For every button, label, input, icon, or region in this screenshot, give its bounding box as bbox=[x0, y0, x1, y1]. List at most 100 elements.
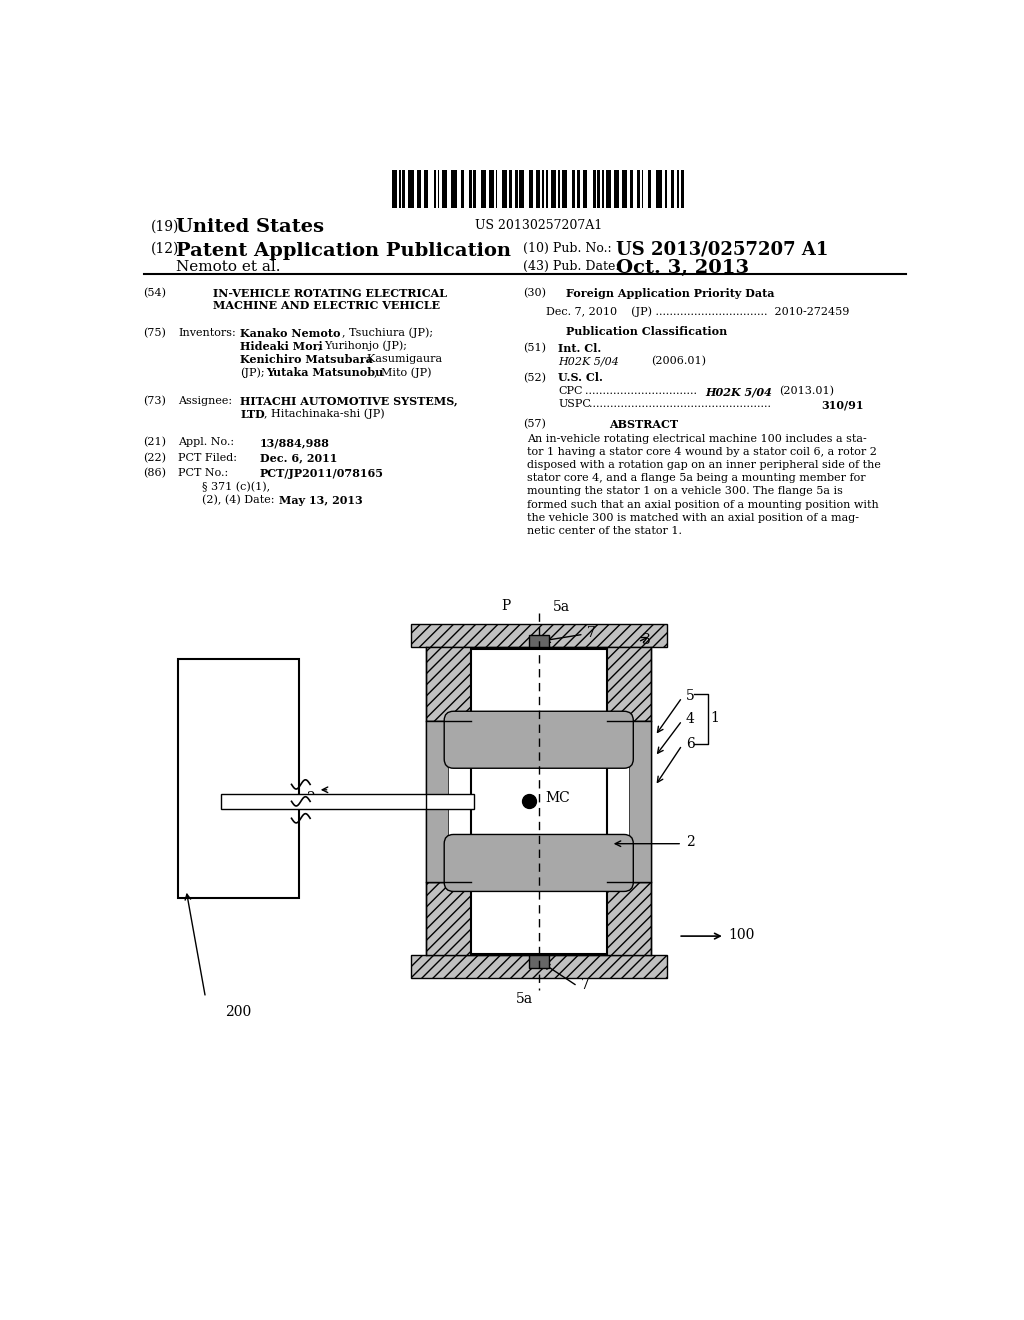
Bar bbox=[408, 170, 414, 209]
Bar bbox=[391, 170, 397, 209]
Text: (12): (12) bbox=[152, 242, 179, 256]
Text: P: P bbox=[502, 599, 511, 614]
Bar bbox=[402, 170, 406, 209]
Text: , Mito (JP): , Mito (JP) bbox=[375, 367, 432, 378]
Text: , Tsuchiura (JP);: , Tsuchiura (JP); bbox=[342, 327, 433, 338]
Bar bbox=[648, 170, 650, 209]
Bar bbox=[480, 170, 486, 209]
Bar bbox=[426, 721, 449, 882]
Text: H02K 5/04: H02K 5/04 bbox=[558, 356, 618, 366]
Text: 4: 4 bbox=[686, 711, 695, 726]
Text: Assignee:: Assignee: bbox=[178, 396, 232, 405]
Text: HITACHI AUTOMOTIVE SYSTEMS,: HITACHI AUTOMOTIVE SYSTEMS, bbox=[241, 396, 458, 407]
Text: (52): (52) bbox=[523, 372, 546, 383]
Bar bbox=[434, 170, 436, 209]
Bar bbox=[642, 170, 643, 209]
Text: USPC: USPC bbox=[558, 400, 591, 409]
Text: 1: 1 bbox=[711, 711, 720, 725]
Bar bbox=[437, 170, 439, 209]
Bar bbox=[671, 170, 674, 209]
Bar bbox=[602, 170, 603, 209]
Text: US 20130257207A1: US 20130257207A1 bbox=[475, 219, 602, 232]
Text: Hideaki Mori: Hideaki Mori bbox=[241, 341, 324, 352]
Text: Int. Cl.: Int. Cl. bbox=[558, 343, 601, 354]
Text: (19): (19) bbox=[152, 220, 179, 234]
Text: Kanako Nemoto: Kanako Nemoto bbox=[241, 327, 341, 339]
Bar bbox=[593, 170, 596, 209]
Text: Nemoto et al.: Nemoto et al. bbox=[176, 260, 281, 275]
Text: PCT/JP2011/078165: PCT/JP2011/078165 bbox=[260, 469, 384, 479]
Text: PCT Filed:: PCT Filed: bbox=[178, 453, 238, 462]
Text: Oct. 3, 2013: Oct. 3, 2013 bbox=[616, 259, 750, 276]
Text: ABSTRACT: ABSTRACT bbox=[609, 418, 678, 430]
Text: 5a: 5a bbox=[553, 601, 569, 614]
Text: , Hitachinaka-shi (JP): , Hitachinaka-shi (JP) bbox=[263, 409, 384, 420]
Text: disposed with a rotation gap on an inner peripheral side of the: disposed with a rotation gap on an inner… bbox=[527, 461, 881, 470]
Bar bbox=[528, 170, 534, 209]
Bar bbox=[426, 647, 651, 721]
Bar bbox=[546, 170, 549, 209]
Bar bbox=[656, 170, 663, 209]
Bar bbox=[452, 170, 457, 209]
Bar bbox=[681, 170, 684, 209]
Text: Dec. 7, 2010    (JP) ................................  2010-272459: Dec. 7, 2010 (JP) ......................… bbox=[547, 306, 850, 317]
FancyBboxPatch shape bbox=[444, 834, 633, 891]
Bar bbox=[536, 170, 541, 209]
Text: (2), (4) Date:: (2), (4) Date: bbox=[202, 495, 274, 506]
Text: MC: MC bbox=[545, 791, 569, 804]
Bar bbox=[462, 170, 464, 209]
Bar bbox=[515, 170, 518, 209]
Text: 200: 200 bbox=[225, 1006, 251, 1019]
Bar bbox=[557, 170, 560, 209]
Bar bbox=[542, 170, 544, 209]
Text: 7: 7 bbox=[581, 978, 590, 991]
Bar bbox=[417, 170, 421, 209]
Text: (86): (86) bbox=[143, 469, 167, 478]
Bar bbox=[489, 170, 494, 209]
Bar bbox=[665, 170, 667, 209]
Text: formed such that an axial position of a mounting position with: formed such that an axial position of a … bbox=[527, 499, 879, 510]
Text: (30): (30) bbox=[523, 288, 546, 298]
Bar bbox=[471, 649, 607, 954]
Text: Publication Classification: Publication Classification bbox=[566, 326, 727, 338]
Text: (22): (22) bbox=[143, 453, 167, 463]
Text: mounting the stator 1 on a vehicle 300. The flange 5a is: mounting the stator 1 on a vehicle 300. … bbox=[527, 487, 843, 496]
Bar bbox=[577, 170, 580, 209]
Text: stator core 4, and a flange 5a being a mounting member for: stator core 4, and a flange 5a being a m… bbox=[527, 474, 865, 483]
Bar bbox=[442, 170, 446, 209]
Bar bbox=[502, 170, 508, 209]
Text: (JP);: (JP); bbox=[241, 367, 265, 378]
Text: Foreign Application Priority Data: Foreign Application Priority Data bbox=[566, 288, 774, 298]
Text: PCT No.:: PCT No.: bbox=[178, 469, 228, 478]
Text: 2a: 2a bbox=[306, 791, 324, 804]
Bar bbox=[572, 170, 575, 209]
Text: Dec. 6, 2011: Dec. 6, 2011 bbox=[260, 453, 337, 463]
Bar bbox=[677, 170, 679, 209]
Bar bbox=[496, 170, 498, 209]
Bar bbox=[424, 170, 428, 209]
Bar bbox=[528, 635, 549, 647]
Text: (51): (51) bbox=[523, 343, 546, 354]
Bar bbox=[562, 170, 566, 209]
Text: (2013.01): (2013.01) bbox=[779, 387, 834, 396]
Text: , Kasumigaura: , Kasumigaura bbox=[360, 354, 442, 364]
Bar bbox=[519, 170, 524, 209]
Bar bbox=[509, 170, 512, 209]
Bar bbox=[399, 170, 400, 209]
Text: (43) Pub. Date:: (43) Pub. Date: bbox=[523, 260, 620, 273]
Text: Inventors:: Inventors: bbox=[178, 327, 237, 338]
Text: netic center of the stator 1.: netic center of the stator 1. bbox=[527, 525, 682, 536]
Text: § 371 (c)(1),: § 371 (c)(1), bbox=[202, 482, 269, 492]
Text: (75): (75) bbox=[143, 327, 166, 338]
Bar bbox=[630, 170, 633, 209]
Bar bbox=[469, 170, 472, 209]
Bar bbox=[178, 659, 299, 898]
Text: , Yurihonjo (JP);: , Yurihonjo (JP); bbox=[317, 341, 407, 351]
Bar bbox=[630, 721, 651, 882]
Text: LTD: LTD bbox=[241, 409, 265, 420]
Text: (21): (21) bbox=[143, 437, 167, 447]
Text: An in-vehicle rotating electrical machine 100 includes a sta-: An in-vehicle rotating electrical machin… bbox=[527, 434, 867, 444]
Bar bbox=[473, 170, 476, 209]
Text: Patent Application Publication: Patent Application Publication bbox=[176, 242, 511, 260]
Bar bbox=[637, 170, 640, 209]
